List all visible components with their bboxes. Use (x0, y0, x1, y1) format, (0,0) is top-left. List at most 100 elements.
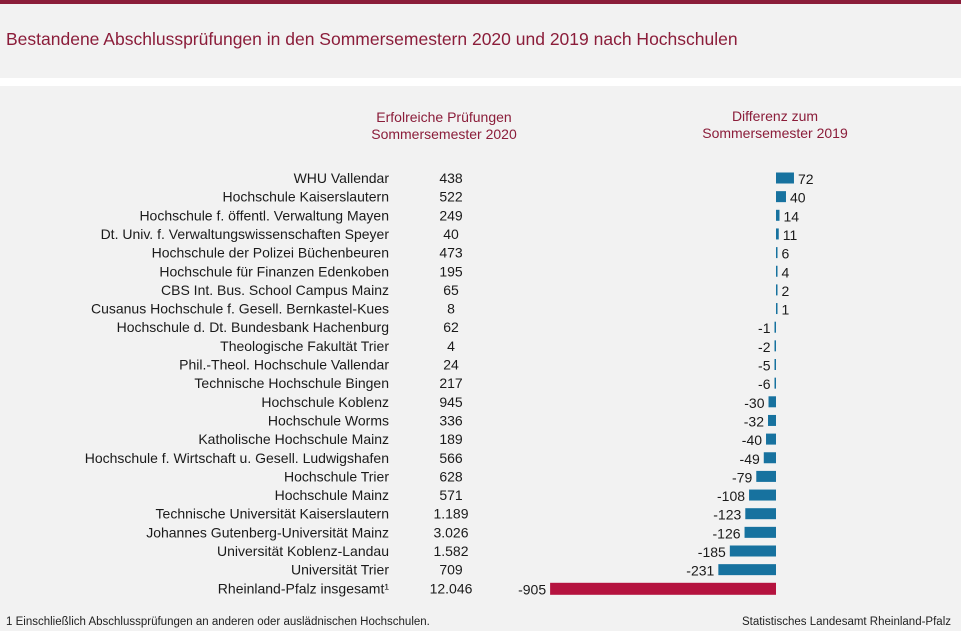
exams-2020-value: 217 (439, 375, 463, 391)
header-band (0, 4, 961, 78)
difference-bar (729, 545, 776, 557)
category-label: Universität Koblenz-Landau (217, 543, 389, 559)
category-label: Katholische Hochschule Mainz (198, 431, 389, 447)
difference-data-label: 72 (798, 171, 814, 187)
difference-data-label: -123 (713, 507, 741, 523)
category-label: Hochschule f. öffentl. Verwaltung Mayen (139, 207, 389, 223)
difference-bar (763, 452, 776, 464)
category-label: Dt. Univ. f. Verwaltungswissenschaften S… (101, 226, 390, 242)
difference-bar (776, 284, 778, 296)
category-label: WHU Vallendar (294, 170, 390, 186)
chart-row: Dt. Univ. f. Verwaltungswissenschaften S… (101, 226, 798, 243)
category-label: Universität Trier (291, 562, 389, 578)
category-label: Johannes Gutenberg-Universität Mainz (146, 524, 389, 540)
difference-data-label: 2 (782, 283, 790, 299)
chart-row: Rheinland-Pfalz insgesamt¹ 12.046 -905 (218, 580, 776, 597)
difference-bar (776, 247, 778, 259)
difference-data-label: -2 (758, 339, 771, 355)
exams-2020-value: 3.026 (433, 524, 468, 540)
chart-row: Technische Hochschule Bingen 217 -6 (194, 375, 776, 392)
exams-2020-value: 189 (439, 431, 463, 447)
column-header-difference: Differenz zum Sommersemester 2019 (668, 108, 882, 142)
difference-bar (745, 508, 776, 520)
chart-row: Hochschule Kaiserslautern 522 40 (222, 189, 805, 206)
difference-data-label: -32 (744, 413, 764, 429)
exams-2020-value: 628 (439, 468, 463, 484)
chart-row: Technische Universität Kaiserslautern 1.1… (156, 506, 776, 523)
exams-2020-value: 1.189 (433, 506, 468, 522)
category-label: Hochschule Koblenz (261, 394, 389, 410)
difference-data-label: 40 (790, 190, 806, 206)
difference-bar (774, 377, 776, 389)
chart-row: Universität Trier 709 -231 (291, 562, 776, 579)
exams-2020-value: 4 (447, 338, 455, 354)
category-label: Hochschule Mainz (275, 487, 389, 503)
difference-bar (749, 489, 776, 501)
difference-data-label: -126 (713, 525, 741, 541)
chart-row: Hochschule f. öffentl. Verwaltung Mayen 2… (139, 207, 799, 224)
difference-bar (756, 470, 776, 482)
difference-bar (768, 396, 776, 408)
difference-data-label: 6 (782, 246, 790, 262)
difference-data-label: -5 (758, 358, 771, 374)
difference-data-label: -40 (742, 432, 762, 448)
chart-row: Hochschule Trier 628 -79 (284, 468, 776, 485)
difference-data-label: -79 (732, 469, 752, 485)
exams-2020-value: 571 (439, 487, 463, 503)
category-label: Hochschule Worms (268, 412, 389, 428)
category-label: Hochschule für Finanzen Edenkoben (159, 263, 389, 279)
chart-row: Hochschule d. Dt. Bundesbank Hachenburg 6… (117, 319, 776, 336)
chart-panel (0, 86, 961, 631)
category-label: Cusanus Hochschule f. Gesell. Bernkastel… (91, 301, 389, 317)
difference-data-label: -231 (686, 563, 714, 579)
difference-bar (776, 191, 786, 203)
chart-row: Theologische Fakultät Trier 4 -2 (220, 338, 776, 355)
chart-row: WHU Vallendar 438 72 (294, 170, 814, 187)
exams-2020-value: 24 (443, 357, 459, 373)
category-label: Theologische Fakultät Trier (220, 338, 389, 354)
column-header-exams-2020: Erfolreiche Prüfungen Sommersemester 202… (340, 109, 548, 143)
category-label: Hochschule Kaiserslautern (222, 189, 389, 205)
category-label: Hochschule d. Dt. Bundesbank Hachenburg (117, 319, 389, 335)
difference-bar (776, 172, 794, 184)
difference-bar (776, 303, 778, 315)
difference-data-label: -30 (744, 395, 764, 411)
exams-2020-value: 438 (439, 170, 463, 186)
exams-2020-value: 8 (447, 301, 455, 317)
chart-row: Hochschule Koblenz 945 -30 (261, 394, 776, 411)
chart-row: Cusanus Hochschule f. Gesell. Bernkastel… (91, 301, 790, 318)
top-rule (0, 0, 961, 4)
category-label: Hochschule Trier (284, 468, 389, 484)
difference-data-label: 14 (783, 208, 799, 224)
source-note: Statistisches Landesamt Rheinland-Pfalz (741, 616, 951, 628)
exams-2020-value: 473 (439, 245, 463, 261)
exams-2020-value: 249 (439, 207, 463, 223)
difference-data-label: -905 (518, 581, 546, 597)
difference-bar (776, 209, 780, 221)
exams-2020-value: 195 (439, 263, 463, 279)
exams-2020-value: 1.582 (433, 543, 468, 559)
chart-row: Johannes Gutenberg-Universität Mainz 3.02… (146, 524, 776, 541)
difference-bar (774, 340, 776, 352)
difference-bar (776, 228, 779, 240)
exams-2020-value: 522 (439, 189, 463, 205)
chart-row: Hochschule Worms 336 -32 (268, 412, 776, 429)
difference-bar (768, 414, 776, 426)
column-header-difference-line-2: Sommersemester 2019 (702, 125, 848, 141)
exams-2020-value: 709 (439, 562, 463, 578)
category-label: Phil.-Theol. Hochschule Vallendar (179, 357, 389, 373)
chart-row: CBS Int. Bus. School Campus Mainz 65 2 (161, 282, 790, 299)
difference-data-label: -185 (698, 544, 726, 560)
chart-row: Katholische Hochschule Mainz 189 -40 (198, 431, 776, 448)
column-header-exams-line-2: Sommersemester 2020 (371, 126, 517, 142)
difference-bar (744, 526, 776, 538)
chart-row: Phil.-Theol. Hochschule Vallendar 24 -5 (179, 357, 776, 374)
difference-data-label: 11 (783, 227, 798, 243)
category-label: CBS Int. Bus. School Campus Mainz (161, 282, 389, 298)
footnote: 1 Einschließlich Abschlussprüfungen an a… (6, 616, 430, 628)
difference-data-label: -6 (758, 376, 771, 392)
difference-bar (774, 321, 776, 333)
difference-bar (718, 564, 776, 576)
difference-data-label: -49 (740, 451, 760, 467)
